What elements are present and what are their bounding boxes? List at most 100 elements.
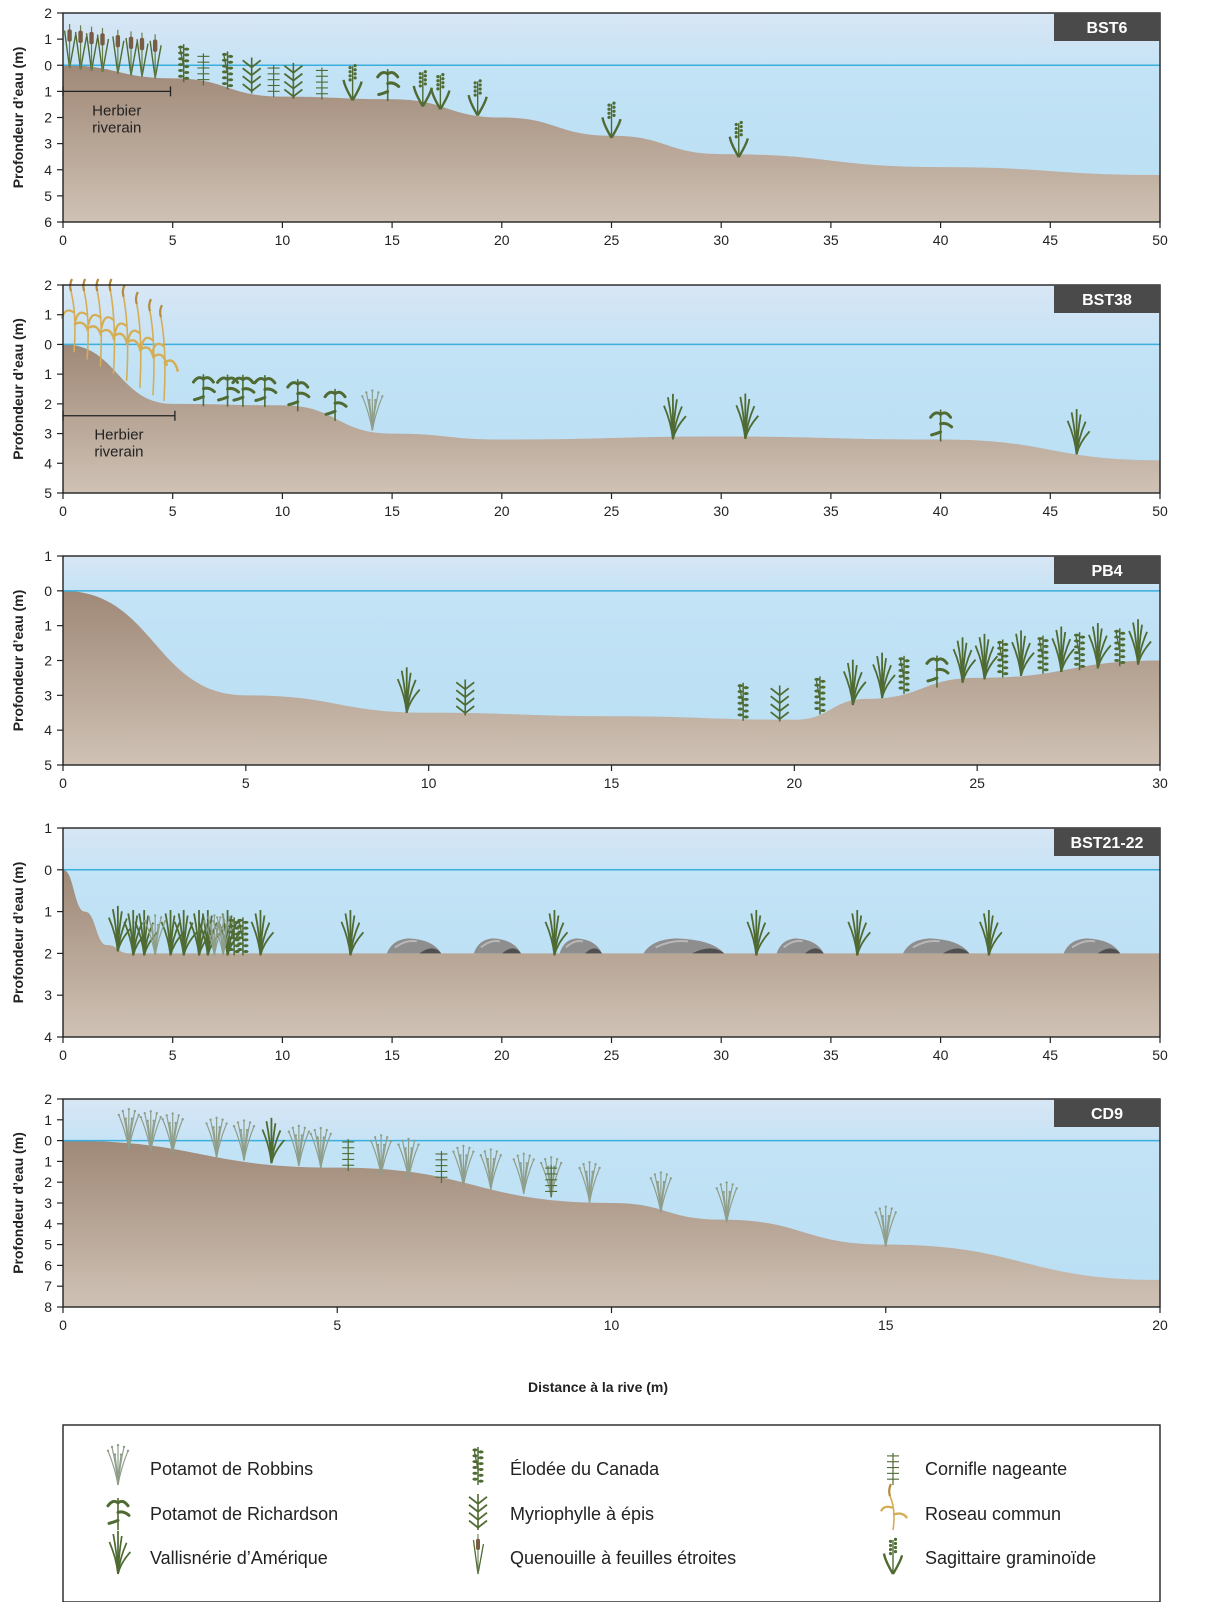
- robbins-icon: [479, 1148, 503, 1190]
- x-tick-label: 40: [933, 1047, 949, 1063]
- elodee-icon: [814, 676, 826, 715]
- x-axis-title: Distance à la rive (m): [528, 1379, 668, 1395]
- station-badge: [1054, 828, 1160, 856]
- roseau-icon: [879, 1483, 909, 1531]
- cornifle-icon: [342, 1139, 355, 1172]
- cornifle-icon: [887, 1453, 899, 1485]
- y-tick-label: 1: [44, 1112, 52, 1128]
- x-tick-label: 10: [604, 1317, 620, 1333]
- legend-label: Quenouille à feuilles étroites: [510, 1548, 736, 1568]
- elodee-icon: [1037, 635, 1049, 674]
- x-tick-label: 10: [275, 1047, 291, 1063]
- vallisnerie-icon: [1011, 630, 1035, 676]
- x-tick-label: 0: [59, 232, 67, 248]
- y-tick-label: 7: [44, 1278, 52, 1294]
- cornifle-icon: [315, 67, 328, 100]
- legend-label: Élodée du Canada: [510, 1459, 660, 1479]
- vallisnerie-icon: [396, 667, 421, 713]
- quenouille-icon: [85, 26, 99, 71]
- x-tick-label: 45: [1043, 1047, 1059, 1063]
- y-tick-label: 8: [44, 1299, 52, 1315]
- robbins-icon: [211, 914, 235, 956]
- x-tick-label: 10: [275, 232, 291, 248]
- vallisnerie-icon: [189, 910, 213, 956]
- legend-box: [62, 1424, 1161, 1602]
- y-tick-label: 5: [44, 1237, 52, 1253]
- rock: [386, 938, 442, 954]
- elodee-icon: [898, 655, 910, 694]
- quenouille-icon: [96, 27, 110, 73]
- x-tick-label: 5: [242, 775, 250, 791]
- robbins-icon: [143, 914, 167, 956]
- x-tick-label: 5: [169, 503, 177, 519]
- air-zone: [63, 556, 1160, 591]
- legend-label: Cornifle nageante: [925, 1459, 1067, 1479]
- x-tick-label: 15: [604, 775, 620, 791]
- y-tick-label: 2: [44, 110, 52, 126]
- vallisnerie-icon: [979, 910, 1003, 956]
- x-tick-label: 10: [421, 775, 437, 791]
- air-zone: [63, 13, 1160, 66]
- x-tick-label: 45: [1043, 232, 1059, 248]
- vallisnerie-icon: [746, 910, 770, 956]
- richardson-icon: [106, 1498, 131, 1530]
- station-badge: [1054, 13, 1160, 41]
- x-tick-label: 30: [1152, 775, 1168, 791]
- sagittaire-icon: [412, 70, 433, 107]
- richardson-icon: [216, 374, 241, 407]
- y-tick-label: 1: [44, 1153, 52, 1169]
- x-tick-label: 20: [787, 775, 803, 791]
- robbins-icon: [649, 1171, 673, 1213]
- vallisnerie-icon: [1088, 623, 1112, 669]
- y-tick-label: 2: [44, 277, 52, 293]
- y-tick-label: 5: [44, 188, 52, 204]
- x-tick-label: 20: [494, 503, 510, 519]
- x-tick-label: 25: [604, 232, 620, 248]
- robbins-icon: [287, 1124, 311, 1166]
- legend-label: Roseau commun: [925, 1504, 1061, 1524]
- x-tick-label: 35: [823, 1047, 839, 1063]
- x-tick-label: 25: [604, 503, 620, 519]
- y-tick-label: 0: [44, 583, 52, 599]
- richardson-icon: [253, 375, 278, 408]
- y-tick-label: 3: [44, 136, 52, 152]
- y-tick-label: 2: [44, 945, 52, 961]
- robbins-icon: [452, 1144, 475, 1187]
- vallisnerie-icon: [261, 1117, 286, 1164]
- elodee-icon: [472, 1447, 484, 1485]
- robbins-icon: [397, 1137, 420, 1179]
- x-tick-label: 15: [878, 1317, 894, 1333]
- cornifle-icon: [435, 1151, 448, 1184]
- x-tick-label: 35: [823, 503, 839, 519]
- riverbed: [63, 590, 1160, 765]
- station-badge: [1054, 556, 1160, 584]
- station-label: BST21-22: [1071, 835, 1144, 852]
- x-tick-label: 15: [384, 503, 400, 519]
- y-axis-title: Profondeur d’eau (m): [10, 318, 26, 460]
- x-tick-label: 30: [713, 232, 729, 248]
- robbins-icon: [161, 1112, 184, 1154]
- riverbed: [63, 1140, 1160, 1307]
- richardson-icon: [925, 655, 950, 688]
- elodee-icon: [178, 44, 190, 83]
- robbins-icon: [874, 1205, 897, 1247]
- richardson-icon: [286, 379, 311, 412]
- roseau-icon: [74, 278, 103, 360]
- rock: [643, 938, 725, 954]
- y-tick-label: 0: [44, 862, 52, 878]
- y-tick-label: 2: [44, 5, 52, 21]
- y-tick-label: 1: [44, 307, 52, 323]
- quenouille-icon: [112, 29, 125, 74]
- y-tick-label: 2: [44, 396, 52, 412]
- elodee-icon: [228, 917, 240, 956]
- x-tick-label: 10: [275, 503, 291, 519]
- station-label: BST38: [1082, 292, 1132, 309]
- y-tick-label: 6: [44, 1257, 52, 1273]
- vallisnerie-icon: [250, 910, 275, 956]
- elodee-icon: [237, 917, 249, 956]
- myriophylle-icon: [455, 679, 475, 716]
